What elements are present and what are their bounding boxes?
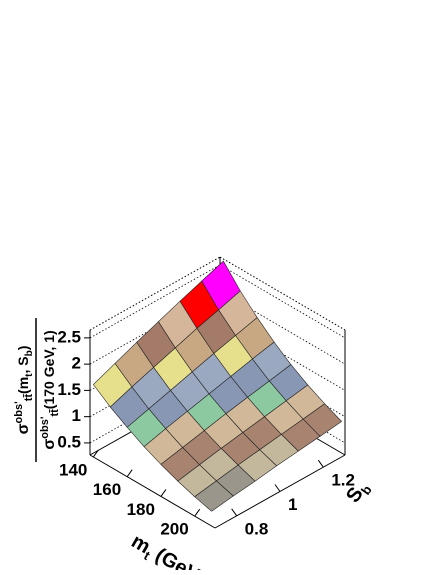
y-tick [274, 484, 281, 492]
z-tick-label: 2 [72, 354, 81, 373]
x-tick [194, 508, 201, 517]
y-tick [317, 459, 324, 468]
z-title-denominator: σobs'tt̄(170 GeV, 1) [39, 330, 61, 449]
y-tick-label: 1 [288, 495, 297, 514]
grid-line [89, 264, 346, 339]
z-title-part: , S [15, 356, 31, 373]
z-title-part: σ [41, 439, 58, 450]
z-tick-label: 1.5 [57, 380, 81, 399]
surface-cell [194, 480, 234, 512]
x-title-sub: t [141, 548, 153, 563]
z-title-part: (m [15, 377, 31, 394]
x-tick [160, 489, 167, 497]
z-title-part: (170 GeV, 1) [41, 330, 57, 409]
axes: 0.5 1 1.5 2 2.5 140 160 180 200 0.8 1 1.2 [57, 327, 355, 538]
box-edge [89, 256, 221, 331]
x-title-unit: (GeV) [147, 541, 209, 570]
z-title-part: ) [15, 346, 31, 351]
z-axis-title: σobs'tt̄(mt, Sb) σobs'tt̄(170 GeV, 1) [13, 318, 61, 462]
y-tick-label: 1.2 [331, 471, 355, 490]
x-tick [126, 469, 133, 477]
z-tick-label: 1 [72, 406, 81, 425]
y-tick [231, 508, 238, 517]
x-tick-label: 200 [160, 520, 188, 539]
surface [93, 260, 343, 512]
x-tick-label: 160 [93, 480, 121, 499]
z-title-part: t [24, 373, 35, 377]
z-tick-label: 2.5 [57, 327, 81, 346]
z-title-part: obs' [39, 416, 51, 439]
z-tick-label: 0.5 [57, 432, 81, 451]
z-title-part: σ [15, 423, 32, 434]
x-tick-label: 140 [59, 460, 87, 479]
y-tick-label: 0.8 [245, 519, 269, 538]
x-axis-line [89, 454, 216, 529]
z-title-numerator: σobs'tt̄(mt, Sb) [13, 346, 35, 435]
z-title-part: obs' [13, 401, 25, 424]
grid-line [89, 290, 346, 365]
z-title-part: tt̄ [49, 409, 61, 417]
x-tick [92, 449, 99, 458]
x-tick-label: 180 [127, 500, 155, 519]
z-title-part: tt̄ [23, 394, 35, 402]
z-title-part: b [24, 350, 35, 356]
